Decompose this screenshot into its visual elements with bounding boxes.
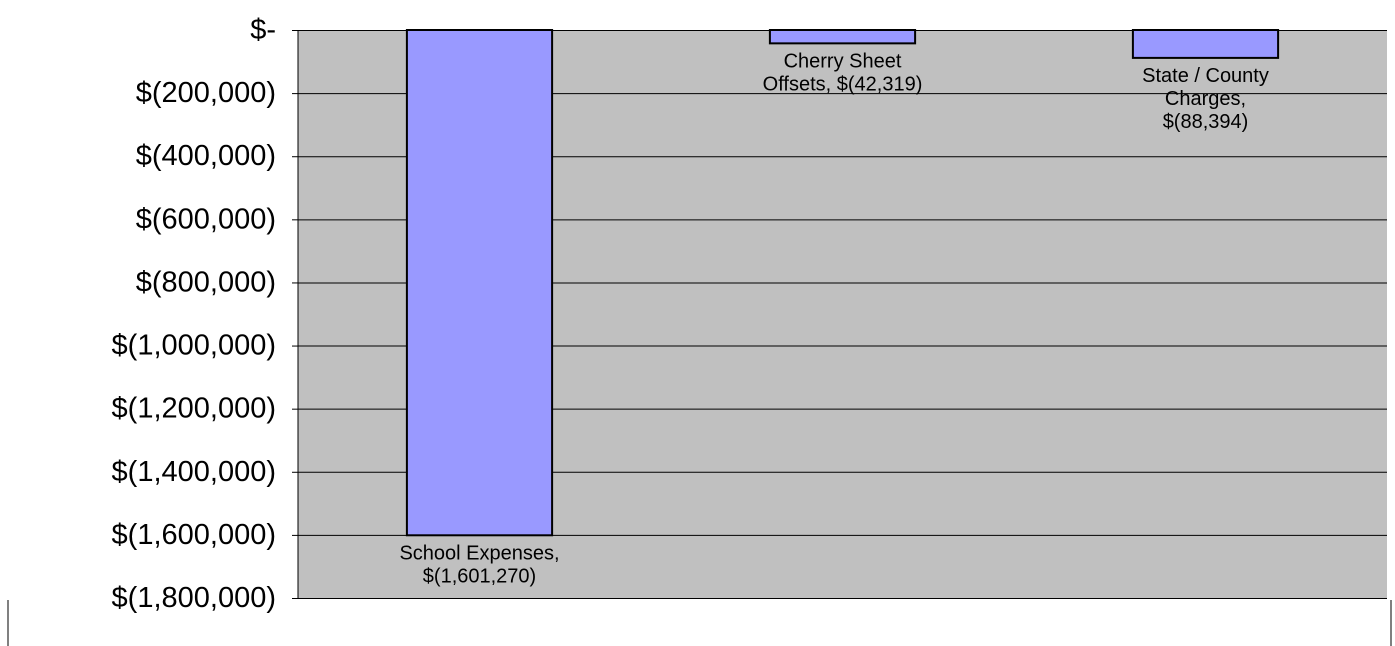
y-tick-label: $-: [250, 14, 276, 46]
y-tick-label: $(1,400,000): [112, 456, 276, 488]
y-tick-label: $(600,000): [136, 203, 276, 235]
y-tick-label: $(1,600,000): [112, 519, 276, 551]
data-label-2: State / County Charges, $(88,394): [1142, 65, 1269, 133]
data-label-0: School Expenses, $(1,601,270): [399, 542, 559, 587]
data-label-line: Charges,: [1165, 88, 1246, 110]
data-label-1: Cherry Sheet Offsets, $(42,319): [763, 50, 923, 95]
y-tick-label: $(800,000): [136, 266, 276, 298]
y-tick-label: $(1,000,000): [112, 330, 276, 362]
data-labels: School Expenses, $(1,601,270) Cherry Sheet…: [399, 50, 1268, 587]
y-tick-labels: $- $(200,000) $(400,000) $(600,000) $(800,00…: [112, 14, 276, 614]
data-label-line: $(88,394): [1163, 111, 1249, 133]
data-label-line: School Expenses,: [399, 542, 559, 564]
bar-1: [768, 29, 917, 45]
bar-0: [405, 29, 554, 537]
y-tick-label: $(1,800,000): [112, 582, 276, 614]
data-label-line: State / County: [1142, 65, 1269, 87]
data-label-line: $(1,601,270): [423, 565, 536, 587]
bars: [405, 29, 1280, 537]
data-label-line: Cherry Sheet: [784, 50, 902, 72]
y-tick-label: $(400,000): [136, 140, 276, 172]
y-axis: [292, 30, 299, 599]
y-tick-label: $(1,200,000): [112, 393, 276, 425]
y-tick-label: $(200,000): [136, 77, 276, 109]
bar-2: [1131, 29, 1280, 59]
data-label-line: Offsets, $(42,319): [763, 73, 923, 95]
